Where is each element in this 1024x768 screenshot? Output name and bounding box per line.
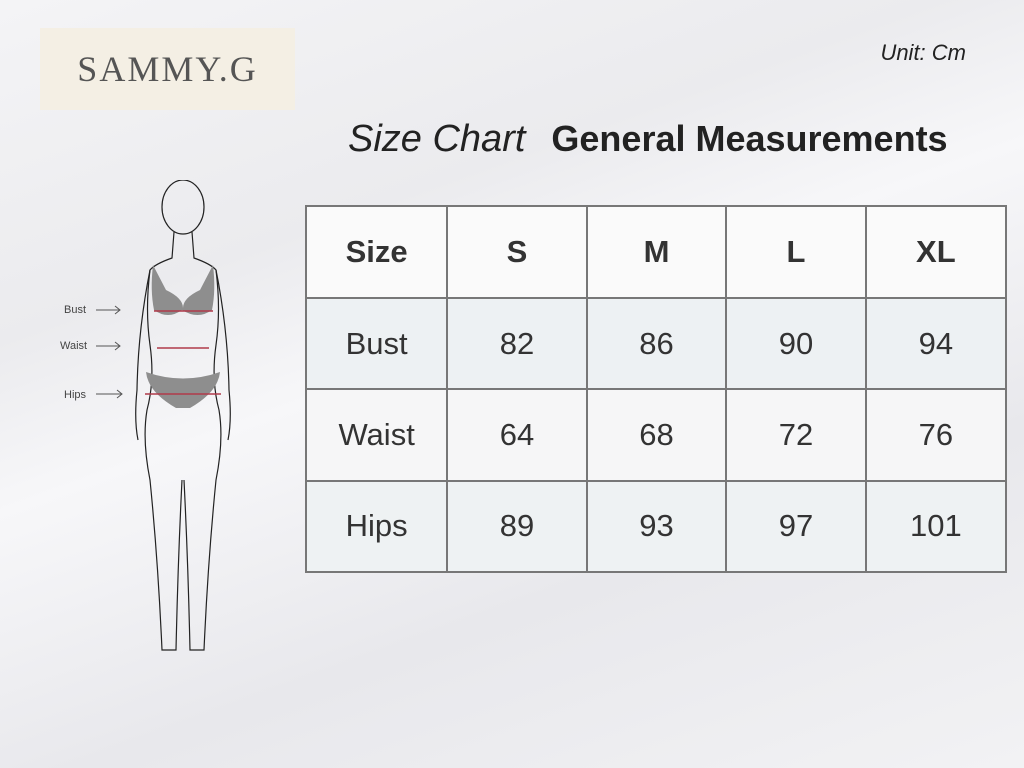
cell: 90 xyxy=(725,296,867,391)
hips-label: Hips xyxy=(64,389,87,401)
cell: 64 xyxy=(446,388,588,482)
top-garment xyxy=(151,265,215,315)
brand-logo: SAMMY.G xyxy=(40,28,295,110)
title-prefix: Size Chart xyxy=(348,118,526,160)
cell: 86 xyxy=(585,296,728,391)
bust-label: Bust xyxy=(64,304,86,316)
cell: 97 xyxy=(725,479,867,574)
waist-label: Waist xyxy=(60,340,87,352)
row-label: Bust xyxy=(304,296,449,391)
cell: 89 xyxy=(446,479,588,574)
table-row: Bust 82 86 90 94 xyxy=(304,296,1008,391)
cell: 94 xyxy=(864,296,1008,391)
brand-name: SAMMY.G xyxy=(77,49,258,89)
cell: 101 xyxy=(864,479,1008,574)
row-label: Waist xyxy=(304,388,449,482)
page-title: Size Chart General Measurements xyxy=(348,118,948,161)
header-cell: S xyxy=(446,205,588,299)
header-cell: M xyxy=(585,205,728,299)
table-row: Waist 64 68 72 76 xyxy=(304,388,1008,482)
table-header-row: Size S M L XL xyxy=(304,205,1008,299)
table-row: Hips 89 93 97 101 xyxy=(304,479,1008,574)
cell: 76 xyxy=(864,388,1008,482)
body-measurement-figure: Bust Waist Hips xyxy=(60,180,231,651)
unit-label: Unit: Cm xyxy=(880,40,966,65)
size-table: Size S M L XL Bust 82 86 90 94 Waist 64 … xyxy=(304,205,1008,574)
bottom-garment xyxy=(146,372,220,408)
cell: 72 xyxy=(725,388,867,482)
cell: 93 xyxy=(585,479,728,574)
header-cell: Size xyxy=(304,205,449,299)
header-cell: L xyxy=(725,205,867,299)
header-cell: XL xyxy=(864,205,1008,299)
arrow-icons xyxy=(96,305,123,399)
cell: 82 xyxy=(446,296,588,391)
title-main: General Measurements xyxy=(551,118,948,159)
row-label: Hips xyxy=(304,479,449,574)
cell: 68 xyxy=(585,388,728,482)
